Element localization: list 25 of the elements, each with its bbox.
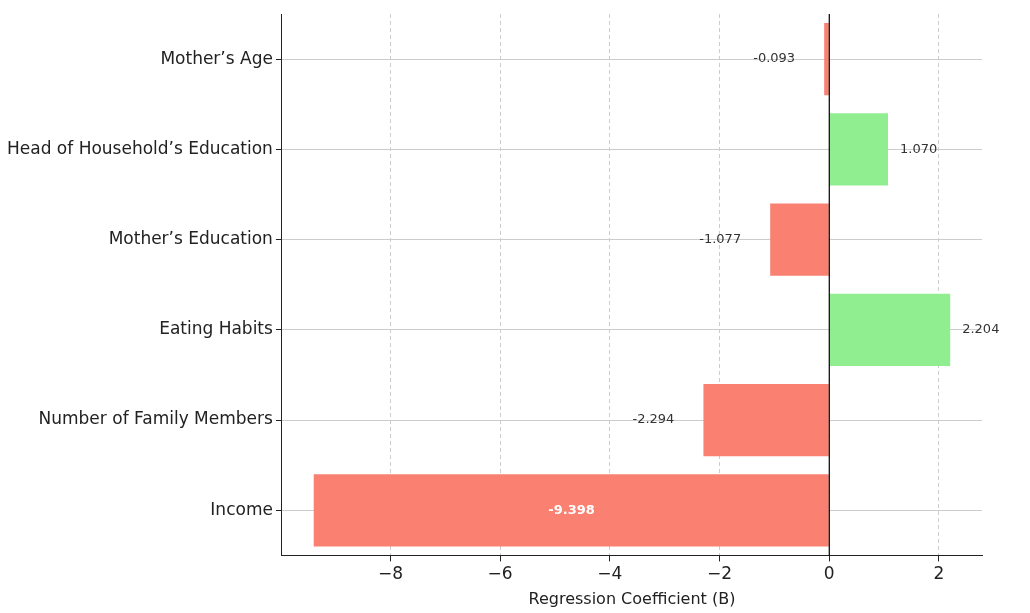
- data-label: -9.398: [548, 501, 595, 517]
- data-label: 2.204: [962, 321, 1000, 337]
- y-tick-label: Eating Habits: [159, 318, 274, 339]
- x-tick-label: 0: [823, 563, 835, 584]
- data-label: 1.070: [899, 140, 938, 156]
- x-tick-label: 2: [933, 563, 945, 584]
- bar: [703, 383, 829, 457]
- data-label: -1.077: [699, 230, 742, 246]
- x-tick-label: −6: [487, 563, 513, 584]
- y-tick-label: Mother’s Education: [108, 228, 273, 249]
- x-axis-title: Regression Coefficient (B): [528, 588, 736, 608]
- y-tick-label: Number of Family Members: [38, 408, 274, 429]
- data-label: -0.093: [753, 50, 796, 66]
- bar: [824, 23, 829, 96]
- bar: [829, 113, 888, 186]
- x-tick-label: −2: [707, 563, 733, 584]
- x-tick-label: −4: [597, 563, 623, 584]
- y-tick-label: Head of Household’s Education: [6, 137, 273, 158]
- y-tick-label: Income: [210, 498, 273, 519]
- bar: [770, 203, 829, 276]
- bar: [313, 474, 829, 547]
- y-tick-label: Mother’s Age: [160, 47, 273, 68]
- data-label: -2.294: [632, 411, 675, 427]
- x-tick-label: −8: [377, 563, 403, 584]
- bar: [829, 293, 951, 366]
